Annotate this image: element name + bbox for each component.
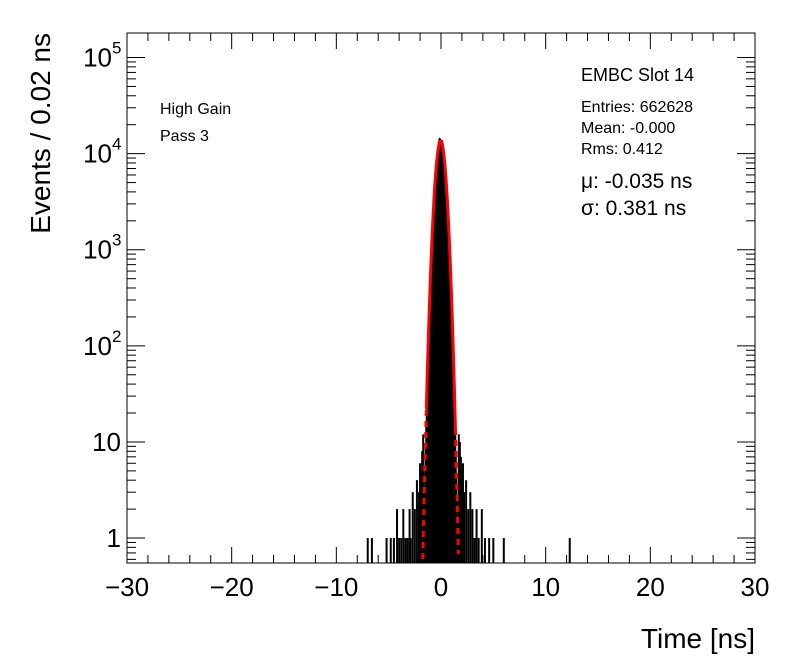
histogram-bin (568, 538, 571, 563)
fit-mu-label: μ: -0.035 ns (581, 170, 692, 193)
histogram-bin (457, 434, 460, 563)
y-tick-label: 10 (83, 43, 112, 73)
histogram-bin (398, 538, 401, 563)
fit-curve-solid (424, 139, 457, 429)
y-tick-exponent: 3 (112, 231, 121, 250)
histogram-bin (419, 463, 422, 563)
histogram-bin (406, 538, 409, 563)
x-tick-label: 0 (434, 572, 448, 602)
histogram-bin (409, 538, 412, 563)
x-tick-label: 20 (636, 572, 665, 602)
x-tick-label: −10 (314, 572, 358, 602)
y-axis-label: Events / 0.02 ns (25, 33, 56, 234)
histogram-bin (389, 538, 392, 563)
y-tick-label: 10 (83, 139, 112, 169)
histogram-bin (458, 441, 461, 563)
histogram-bin (477, 538, 480, 563)
histogram-bin (471, 509, 474, 563)
y-tick-label: 1 (107, 523, 121, 553)
histogram-bin (392, 538, 395, 563)
fit-curve-dashed-left (421, 408, 428, 560)
y-tick-exponent: 4 (112, 135, 121, 154)
histogram-bin (415, 480, 418, 563)
histogram-bin (460, 470, 463, 563)
histogram-bin (408, 509, 411, 563)
histogram-bin (461, 463, 464, 563)
histogram-bin (492, 538, 495, 563)
stats-entries: Entries: 662628 (581, 99, 693, 116)
x-tick-label: 30 (741, 572, 770, 602)
histogram-bin (473, 538, 476, 563)
histogram-bin (404, 538, 407, 563)
histogram-bin (488, 538, 491, 563)
x-tick-label: −20 (210, 572, 254, 602)
histogram-bins (366, 137, 571, 563)
x-tick-label: −30 (105, 572, 149, 602)
histogram-bin (411, 492, 414, 563)
histogram-bin (467, 509, 470, 563)
x-tick-label: 10 (531, 572, 560, 602)
fit-sigma-label: σ: 0.381 ns (581, 197, 686, 220)
histogram-bin (421, 451, 424, 563)
histogram-bin (418, 492, 421, 563)
histogram-bin (385, 538, 388, 563)
y-tick-exponent: 2 (112, 327, 121, 346)
histogram-bin (402, 509, 405, 563)
y-tick-exponent: 5 (112, 39, 121, 58)
stats-title: EMBC Slot 14 (581, 65, 694, 85)
histogram-bin (413, 509, 416, 563)
fit-curve-dashed-right (453, 428, 460, 555)
stats-mean: Mean: -0.000 (581, 120, 675, 137)
histogram-bin (475, 509, 478, 563)
gain-label: High Gain (160, 101, 231, 118)
histogram-bin (469, 492, 472, 563)
histogram-bin (459, 456, 462, 563)
histogram-bin (396, 509, 399, 563)
histogram-bin (502, 538, 505, 563)
histogram-bin (366, 538, 369, 563)
x-axis: −30 −20 −10 0 10 20 30 (105, 33, 770, 602)
y-tick-label: 10 (83, 331, 112, 361)
x-axis-label: Time [ns] (641, 623, 755, 654)
y-tick-label: 10 (83, 235, 112, 265)
histogram-bin (463, 492, 466, 563)
histogram-bin (370, 538, 373, 563)
histogram-bin (483, 538, 486, 563)
histogram-bin (420, 470, 423, 563)
histogram-bin (465, 480, 468, 563)
y-tick-label: 10 (92, 427, 121, 457)
gaussian-fit (421, 139, 460, 560)
stats-rms: Rms: 0.412 (581, 141, 663, 158)
histogram-bin (400, 538, 403, 563)
histogram-bin (480, 509, 483, 563)
pass-label: Pass 3 (160, 128, 209, 145)
